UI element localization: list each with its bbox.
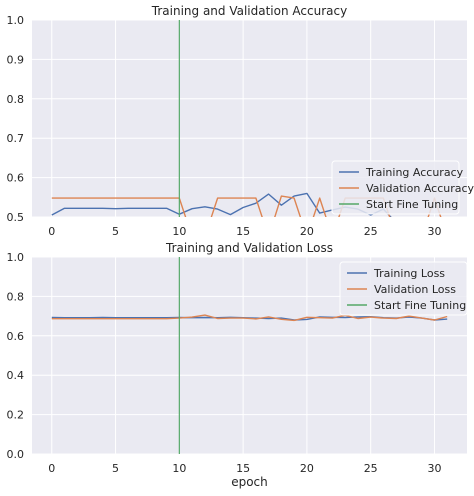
chart-panel-2: 0.0 0.2 0.4 0.6 0.8 1.0 0 5 10 15 20 25 30 Training a… [7,241,468,489]
y-tick-label: 0.5 [7,211,25,224]
legend-label: Validation Accuracy [366,182,474,195]
legend-label: Training Loss [373,267,445,280]
legend-label: Validation Loss [374,283,456,296]
legend: Training Accuracy Validation Accuracy Star… [331,160,474,215]
x-tick-label: 0 [48,462,55,475]
x-tick-label: 0 [48,225,55,238]
x-tick-label: 20 [300,462,314,475]
legend-box [331,160,460,215]
plot-lines [51,257,448,454]
y-tick-label: 0.9 [7,53,25,66]
y-tick-label: 1.0 [7,14,25,27]
y-tick-label: 1.0 [7,251,25,264]
x-tick-label: 30 [427,225,441,238]
chart-title: Training and Validation Loss [165,241,333,255]
y-tick-label: 0.4 [7,369,25,382]
x-tick-label: 10 [172,225,186,238]
y-tick-label: 0.2 [7,409,25,422]
y-tick-label: 0.6 [7,172,25,185]
series-line-validation-loss [51,314,448,322]
legend-label: Start Fine Tuning [374,299,466,312]
x-tick-label: 15 [236,462,250,475]
y-tick-label: 0.7 [7,132,25,145]
x-tick-label: 25 [364,462,378,475]
x-tick-label: 15 [236,225,250,238]
x-axis-label: epoch [231,475,268,489]
legend-label: Training Accuracy [365,166,464,179]
y-tick-label: 0.6 [7,330,25,343]
legend-box [339,261,468,316]
y-tick-label: 0.8 [7,290,25,303]
x-tick-label: 30 [427,462,441,475]
x-tick-label: 5 [112,225,119,238]
chart-panel-1: 0.5 0.6 0.7 0.8 0.9 1.0 0 5 10 15 20 25 30 Training a… [7,4,474,238]
legend-label: Start Fine Tuning [366,198,458,211]
x-tick-label: 10 [172,462,186,475]
x-tick-label: 5 [112,462,119,475]
chart-title: Training and Validation Accuracy [151,4,347,18]
x-tick-label: 20 [300,225,314,238]
y-tick-label: 0.8 [7,93,25,106]
legend: Training Loss Validation Loss Start Fine T… [339,261,468,316]
y-tick-label: 0.0 [7,448,25,461]
x-tick-label: 25 [364,225,378,238]
